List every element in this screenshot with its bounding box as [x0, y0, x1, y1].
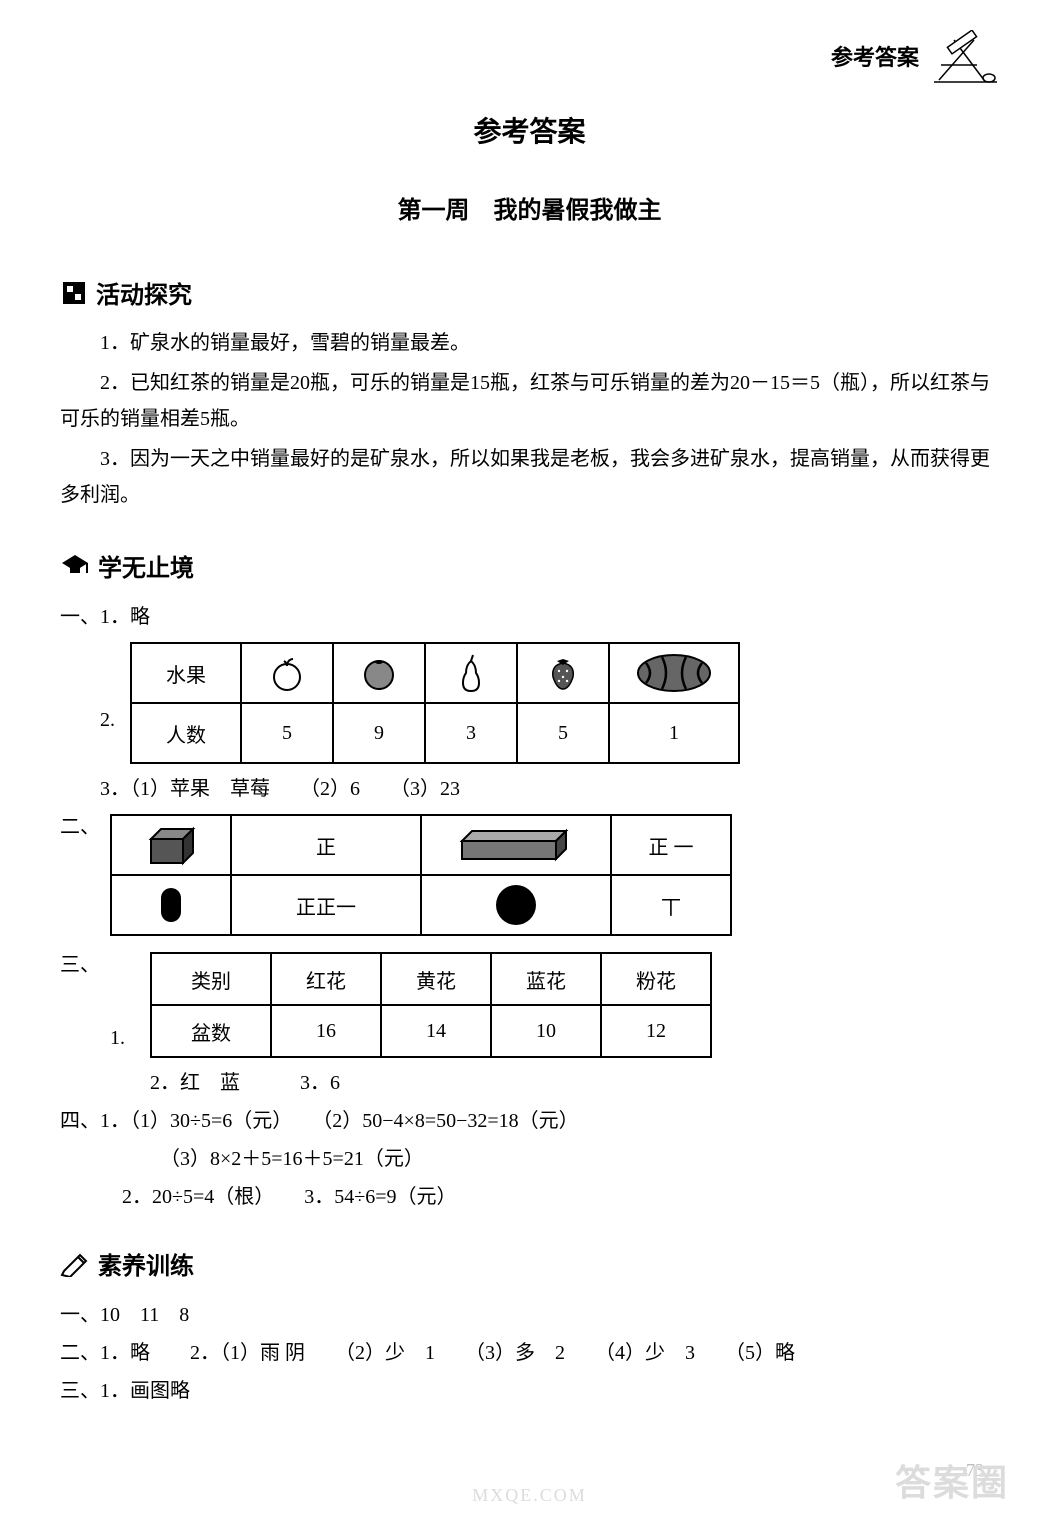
flower-table-row: 三、 1. 类别 红花 黄花 蓝花 粉花 盆数 16 14 10 12 — [60, 946, 999, 1064]
cube-icon — [111, 815, 231, 875]
flower-table: 类别 红花 黄花 蓝花 粉花 盆数 16 14 10 12 — [150, 952, 712, 1058]
flower-h1: 红花 — [271, 953, 381, 1005]
shape-r2c2: 正正一 — [231, 875, 421, 935]
flower-v2: 10 — [491, 1005, 601, 1057]
flower-rowlabel: 盆数 — [151, 1005, 271, 1057]
graduation-cap-icon — [60, 553, 90, 579]
beach-chair-icon — [929, 30, 999, 85]
shape-r1c2: 正 — [231, 815, 421, 875]
header-label: 参考答案 — [831, 40, 919, 72]
training-p1: 一、10 11 8 — [60, 1296, 999, 1334]
shape-table: 正 正 一 正正一 丅 — [110, 814, 732, 936]
watermark: 答案圈 — [895, 1454, 1009, 1506]
training-p2: 二、1．略 2．（1）雨 阴 （2）少 1 （3）多 2 （4）少 3 （5）略 — [60, 1334, 999, 1372]
activity-p1: 1．矿泉水的销量最好，雪碧的销量最差。 — [60, 325, 999, 361]
section-heading-endless: 学无止境 — [60, 548, 999, 583]
flower-v1: 14 — [381, 1005, 491, 1057]
endless-q4-1b: （3）8×2＋5=16＋5=21（元） — [60, 1140, 999, 1178]
pear-icon — [425, 643, 517, 703]
fruit-val-4: 1 — [609, 703, 739, 763]
fruit-val-0: 5 — [241, 703, 333, 763]
cylinder-icon — [111, 875, 231, 935]
fruit-table: 水果 人数 5 9 3 5 1 — [130, 642, 740, 764]
activity-p2: 2．已知红茶的销量是20瓶，可乐的销量是15瓶，红茶与可乐销量的差为20－15＝… — [60, 365, 999, 437]
page-subtitle: 第一周 我的暑假我做主 — [60, 190, 999, 225]
fruit-val-1: 9 — [333, 703, 425, 763]
fruit-val-2: 3 — [425, 703, 517, 763]
flower-h3: 蓝花 — [491, 953, 601, 1005]
fruit-table-prefix: 2. — [60, 636, 130, 739]
endless-q1-1: 一、1．略 — [60, 598, 999, 636]
flower-1-prefix: 1. — [110, 1027, 150, 1064]
flower-v0: 16 — [271, 1005, 381, 1057]
shape-r1c4: 正 一 — [611, 815, 731, 875]
page: 参考答案 参考答案 第一周 我的暑假我做主 活动探究 1．矿泉水的销量最好，雪碧… — [0, 0, 1059, 1536]
apple-icon — [241, 643, 333, 703]
fruit-header-label: 水果 — [131, 643, 241, 703]
endless-q1-3: 3．（1）苹果 草莓 （2）6 （3）23 — [60, 770, 999, 808]
flower-h2: 黄花 — [381, 953, 491, 1005]
shape-table-prefix: 二、 — [60, 808, 110, 846]
section-heading-training-text: 素养训练 — [98, 1246, 194, 1281]
site-watermark: MXQE.COM — [472, 1485, 587, 1506]
section-heading-activity-text: 活动探究 — [96, 275, 192, 310]
shape-r2c4: 丅 — [611, 875, 731, 935]
watermelon-icon — [609, 643, 739, 703]
fruit-count-label: 人数 — [131, 703, 241, 763]
strawberry-icon — [517, 643, 609, 703]
flower-v3: 12 — [601, 1005, 711, 1057]
flower-table-prefix: 三、 — [60, 946, 110, 984]
section-heading-activity: 活动探究 — [60, 275, 999, 310]
page-title: 参考答案 — [60, 110, 999, 150]
endless-q3-2: 2．红 蓝 3．6 — [60, 1064, 999, 1102]
activity-p3: 3．因为一天之中销量最好的是矿泉水，所以如果我是老板，我会多进矿泉水，提高销量，… — [60, 441, 999, 513]
orange-icon — [333, 643, 425, 703]
pencil-icon — [60, 1251, 90, 1277]
section-heading-endless-text: 学无止境 — [98, 548, 194, 583]
flower-h0: 类别 — [151, 953, 271, 1005]
fruit-table-row: 2. 水果 人数 5 9 3 5 1 — [60, 636, 999, 770]
endless-q4-2: 2．20÷5=4（根） 3．54÷6=9（元） — [60, 1178, 999, 1216]
training-p3: 三、1．画图略 — [60, 1372, 999, 1410]
flower-h4: 粉花 — [601, 953, 711, 1005]
cuboid-icon — [421, 815, 611, 875]
sphere-icon — [421, 875, 611, 935]
puzzle-icon — [60, 279, 88, 307]
fruit-val-3: 5 — [517, 703, 609, 763]
endless-q4-1a: 四、1．（1）30÷5=6（元） （2）50−4×8=50−32=18（元） — [60, 1102, 999, 1140]
section-heading-training: 素养训练 — [60, 1246, 999, 1281]
shape-table-row: 二、 正 正 一 正正一 丅 — [60, 808, 999, 942]
